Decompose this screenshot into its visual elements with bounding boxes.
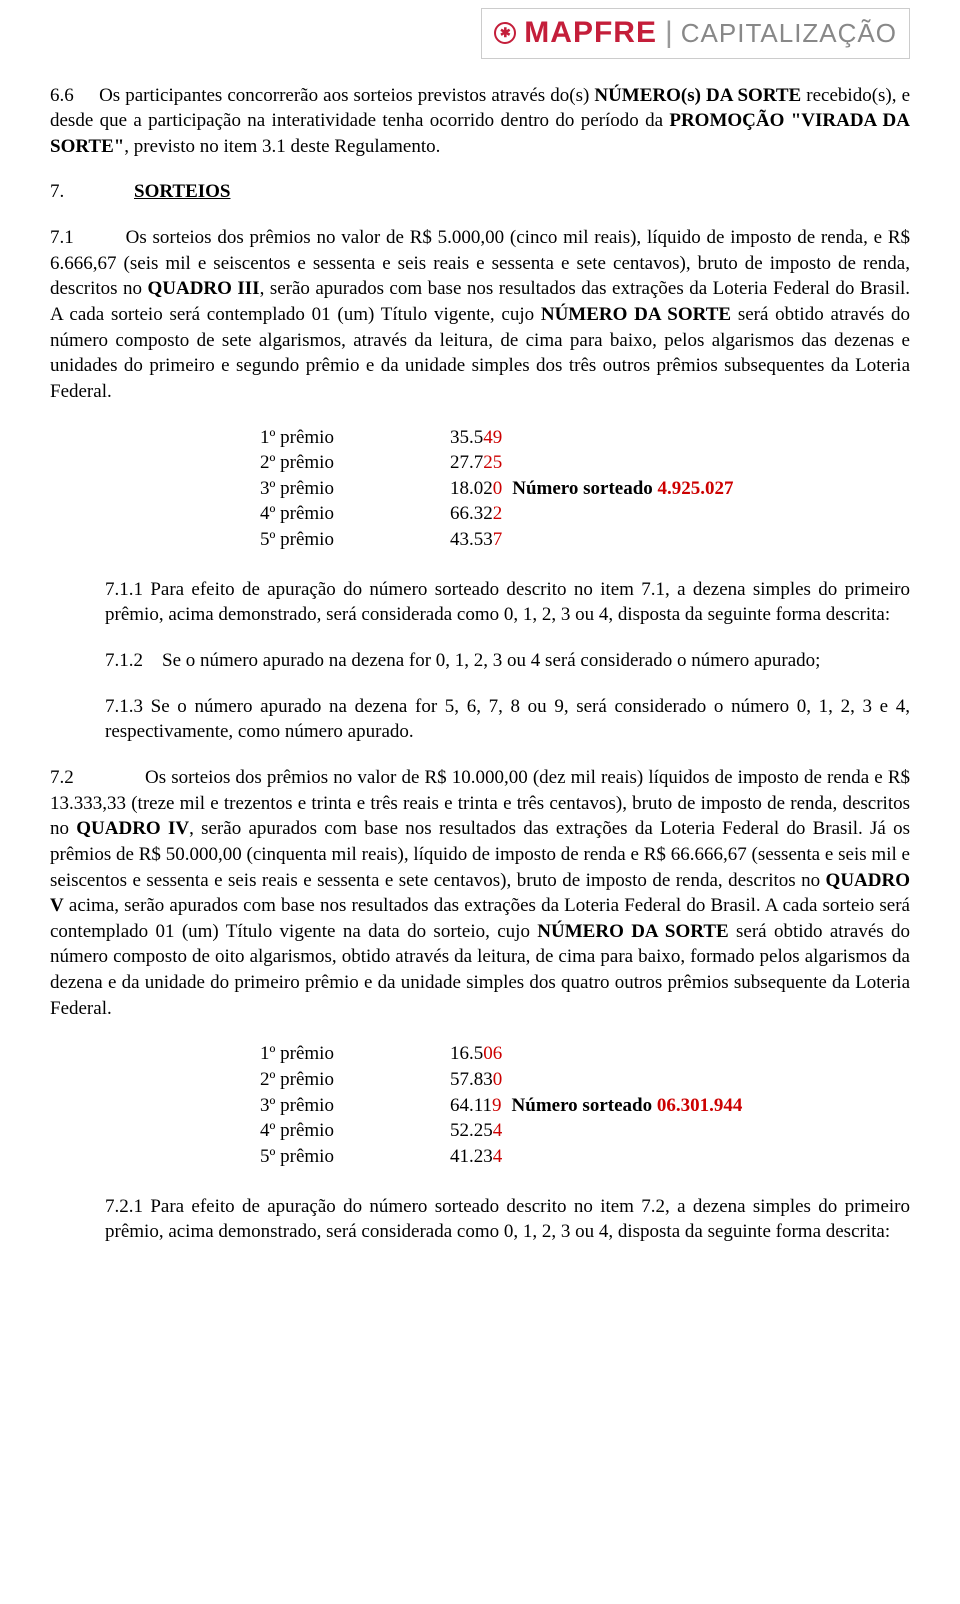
- clause-7-1-2: 7.1.2 Se o número apurado na dezena for …: [50, 648, 910, 674]
- prize-value-highlight: 0: [493, 1069, 503, 1090]
- prize-row: 2º prêmio27.725: [260, 450, 910, 476]
- logo-secondary: CAPITALIZAÇÃO: [681, 16, 897, 51]
- prize-value: 16.506: [450, 1041, 502, 1067]
- prize-value-highlight: 7: [493, 529, 503, 550]
- logo-brand: MAPFRE: [524, 13, 657, 54]
- prize-label: 4º prêmio: [260, 501, 450, 527]
- prize-value-prefix: 66.32: [450, 503, 493, 524]
- clause-7-2-num: 7.2: [50, 767, 74, 788]
- prize-value-highlight: 4: [493, 1120, 503, 1141]
- drawn-number: Número sorteado 06.301.944: [512, 1093, 743, 1119]
- prize-label: 5º prêmio: [260, 527, 450, 553]
- drawn-number: Número sorteado 4.925.027: [512, 476, 733, 502]
- prize-row: 4º prêmio66.322: [260, 501, 910, 527]
- prize-value-prefix: 16.5: [450, 1043, 483, 1064]
- clause-6-6-text-a: Os participantes concorrerão aos sorteio…: [99, 85, 594, 106]
- logo-box: ✱ MAPFRE | CAPITALIZAÇÃO: [481, 8, 910, 59]
- prize-value: 35.549: [450, 425, 502, 451]
- clause-6-6-bold-numero: NÚMERO(s) DA SORTE: [594, 85, 801, 106]
- prize-value-highlight: 4: [493, 1146, 503, 1167]
- prize-value: 27.725: [450, 450, 502, 476]
- clause-7-1: 7.1 Os sorteios dos prêmios no valor de …: [50, 225, 910, 404]
- clause-6-6: 6.6 Os participantes concorrerão aos sor…: [50, 83, 910, 160]
- prize-value-prefix: 57.83: [450, 1069, 493, 1090]
- clause-7-1-2-num: 7.1.2: [105, 650, 143, 671]
- prize-value-highlight: 2: [493, 503, 503, 524]
- prize-value-highlight: 49: [483, 427, 502, 448]
- prize-value: 43.537: [450, 527, 502, 553]
- prize-value-highlight: 9: [492, 1095, 502, 1116]
- prize-label: 2º prêmio: [260, 1067, 450, 1093]
- clause-7-2: 7.2 Os sorteios dos prêmios no valor de …: [50, 765, 910, 1021]
- prize-label: 3º prêmio: [260, 476, 450, 502]
- prize-value: 64.119: [450, 1093, 502, 1119]
- prize-value-prefix: 18.02: [450, 478, 493, 499]
- clause-7-2-bold-numero: NÚMERO DA SORTE: [537, 921, 728, 942]
- prize-value-prefix: 41.23: [450, 1146, 493, 1167]
- prize-row: 2º prêmio57.830: [260, 1067, 910, 1093]
- prize-value-prefix: 35.5: [450, 427, 483, 448]
- logo-divider: |: [665, 13, 673, 54]
- prize-row: 5º prêmio41.234: [260, 1144, 910, 1170]
- prize-row: 3º prêmio18.020 Número sorteado 4.925.027: [260, 476, 910, 502]
- prize-table-2: 1º prêmio16.5062º prêmio57.8303º prêmio6…: [50, 1041, 910, 1169]
- prize-value-prefix: 43.53: [450, 529, 493, 550]
- prize-label: 4º prêmio: [260, 1118, 450, 1144]
- clause-7-1-bold-numero: NÚMERO DA SORTE: [541, 304, 731, 325]
- prize-value: 41.234: [450, 1144, 502, 1170]
- prize-label: 1º prêmio: [260, 1041, 450, 1067]
- prize-row: 1º prêmio35.549: [260, 425, 910, 451]
- section-7-heading: 7. SORTEIOS: [50, 179, 910, 205]
- drawn-number-label: Número sorteado: [512, 478, 657, 499]
- clause-7-1-2-body: Se o número apurado na dezena for 0, 1, …: [162, 650, 820, 671]
- header-logo-bar: ✱ MAPFRE | CAPITALIZAÇÃO: [50, 0, 910, 83]
- section-7-num: 7.: [50, 179, 64, 205]
- prize-row: 3º prêmio64.119 Número sorteado 06.301.94…: [260, 1093, 910, 1119]
- prize-label: 5º prêmio: [260, 1144, 450, 1170]
- prize-value-prefix: 64.11: [450, 1095, 492, 1116]
- prize-value-highlight: 0: [493, 478, 503, 499]
- prize-value: 57.830: [450, 1067, 502, 1093]
- clause-6-6-text-e: , previsto no item 3.1 deste Regulamento…: [124, 136, 440, 157]
- section-7-title: SORTEIOS: [134, 179, 230, 205]
- mapfre-globe-icon: ✱: [494, 22, 516, 44]
- prize-value-prefix: 27.7: [450, 452, 483, 473]
- clause-7-1-bold-quadro3: QUADRO III: [147, 278, 259, 299]
- prize-value: 52.254: [450, 1118, 502, 1144]
- prize-value-prefix: 52.25: [450, 1120, 493, 1141]
- prize-row: 1º prêmio16.506: [260, 1041, 910, 1067]
- drawn-number-value: 4.925.027: [658, 478, 734, 499]
- prize-value-highlight: 25: [483, 452, 502, 473]
- clause-7-1-1: 7.1.1 Para efeito de apuração do número …: [50, 577, 910, 628]
- clause-7-2-1: 7.2.1 Para efeito de apuração do número …: [50, 1194, 910, 1245]
- drawn-number-label: Número sorteado: [512, 1095, 657, 1116]
- clause-6-6-num: 6.6: [50, 85, 74, 106]
- clause-7-1-3: 7.1.3 Se o número apurado na dezena for …: [50, 694, 910, 745]
- prize-value: 66.322: [450, 501, 502, 527]
- prize-value: 18.020: [450, 476, 502, 502]
- drawn-number-value: 06.301.944: [657, 1095, 743, 1116]
- prize-row: 4º prêmio52.254: [260, 1118, 910, 1144]
- clause-7-1-num: 7.1: [50, 227, 74, 248]
- prize-value-highlight: 06: [483, 1043, 502, 1064]
- clause-7-2-bold-quadro4: QUADRO IV: [76, 818, 189, 839]
- prize-table-1: 1º prêmio35.5492º prêmio27.7253º prêmio1…: [50, 425, 910, 553]
- prize-label: 1º prêmio: [260, 425, 450, 451]
- prize-label: 2º prêmio: [260, 450, 450, 476]
- prize-row: 5º prêmio43.537: [260, 527, 910, 553]
- prize-label: 3º prêmio: [260, 1093, 450, 1119]
